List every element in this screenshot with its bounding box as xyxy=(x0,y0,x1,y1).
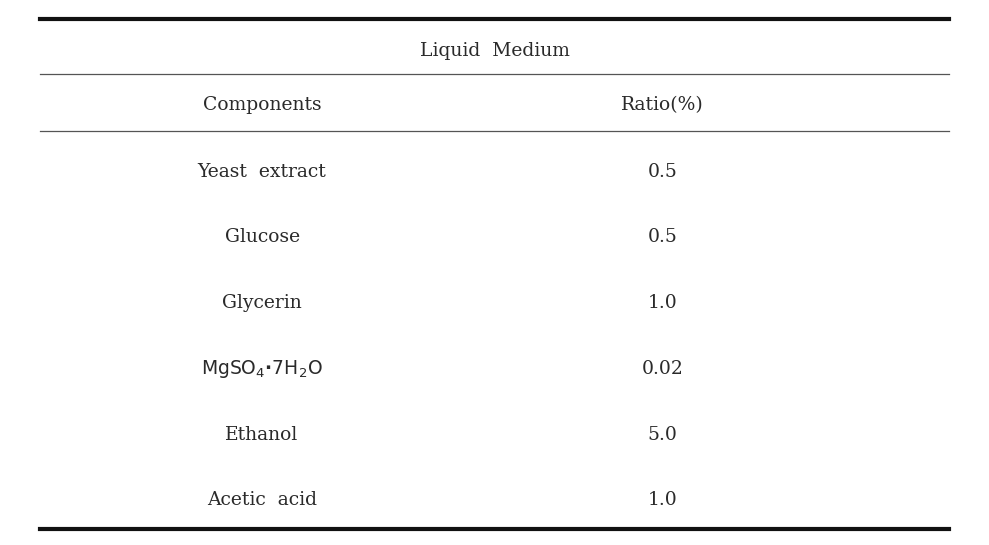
Text: Liquid  Medium: Liquid Medium xyxy=(419,42,570,60)
Text: Acetic  acid: Acetic acid xyxy=(207,491,317,510)
Text: 1.0: 1.0 xyxy=(648,294,677,312)
Text: Ethanol: Ethanol xyxy=(225,426,299,444)
Text: 0.5: 0.5 xyxy=(648,228,677,246)
Text: Glycerin: Glycerin xyxy=(223,294,302,312)
Text: Yeast  extract: Yeast extract xyxy=(198,162,326,181)
Text: Components: Components xyxy=(203,95,321,114)
Text: 5.0: 5.0 xyxy=(648,426,677,444)
Text: 1.0: 1.0 xyxy=(648,491,677,510)
Text: 0.5: 0.5 xyxy=(648,162,677,181)
Text: 0.02: 0.02 xyxy=(642,360,683,378)
Text: Glucose: Glucose xyxy=(225,228,300,246)
Text: $\mathregular{MgSO_4}$$\mathbf{\cdot}$$\mathregular{7H_2O}$: $\mathregular{MgSO_4}$$\mathbf{\cdot}$$\… xyxy=(201,358,323,380)
Text: Ratio(%): Ratio(%) xyxy=(621,95,704,114)
